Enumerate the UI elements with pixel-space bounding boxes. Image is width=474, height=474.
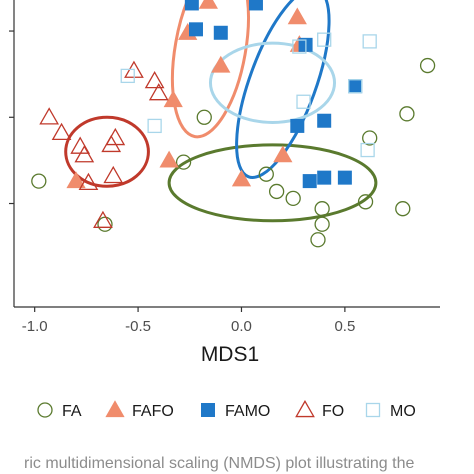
point-mo — [147, 118, 162, 134]
ellipse-fafo — [170, 0, 250, 139]
point-famo — [302, 174, 317, 189]
legend-marker-fa — [37, 402, 53, 418]
point-fafo — [159, 150, 179, 168]
point-fa — [31, 173, 47, 189]
legend-item-fo: FO — [295, 399, 344, 420]
point-famo — [348, 79, 363, 94]
point-fafo — [198, 0, 218, 9]
point-fa — [419, 57, 436, 74]
point-famo — [188, 22, 203, 37]
point-famo — [184, 0, 199, 11]
point-fo — [78, 172, 99, 191]
legend-label: MO — [390, 403, 416, 420]
point-fa — [268, 183, 285, 200]
point-famo — [337, 170, 352, 185]
plot-frame — [13, 0, 440, 308]
point-mo — [348, 79, 363, 94]
point-fo — [93, 210, 113, 228]
point-fa — [196, 109, 212, 125]
point-famo — [317, 113, 332, 128]
legend-label: FAFO — [132, 403, 174, 420]
point-fa — [175, 154, 192, 170]
ellipse-famo — [235, 0, 331, 179]
point-fafo — [273, 145, 293, 163]
x-tick-label: -1.0 — [22, 318, 48, 335]
point-fa — [314, 201, 330, 217]
confidence-ellipses — [64, 0, 378, 223]
point-mo — [360, 142, 375, 158]
point-fo — [39, 107, 60, 125]
x-axis-title: MDS1 — [201, 343, 259, 366]
legend: FA FAFO FAMO FO MO — [37, 399, 416, 420]
legend-label: FO — [322, 403, 344, 420]
x-tick-label: 0.0 — [231, 318, 252, 335]
point-mo — [292, 39, 307, 54]
x-tick-label: 0.5 — [334, 318, 355, 335]
legend-label: FAMO — [225, 403, 270, 420]
ellipse-fa — [167, 143, 378, 223]
point-famo — [248, 0, 263, 11]
point-famo — [213, 25, 228, 40]
legend-marker-mo — [365, 402, 381, 418]
point-fa — [395, 201, 411, 217]
point-fo — [103, 165, 124, 184]
point-fafo — [211, 55, 231, 73]
legend-marker-famo — [201, 403, 215, 417]
point-mo — [296, 94, 311, 109]
point-fo — [144, 71, 165, 89]
point-fa — [314, 216, 330, 232]
point-mo — [120, 68, 135, 84]
point-fo — [101, 134, 122, 153]
point-fo — [148, 83, 169, 101]
point-fo — [51, 122, 72, 141]
point-fo — [74, 145, 95, 163]
legend-item-mo: MO — [365, 402, 416, 420]
point-fa — [357, 194, 374, 210]
legend-item-fa: FA — [37, 402, 82, 420]
ellipse-mo — [208, 41, 337, 124]
y-axis-ticks — [9, 30, 14, 205]
x-tick-label: -0.5 — [125, 318, 151, 335]
point-fa — [285, 190, 301, 206]
point-mo — [317, 32, 332, 47]
point-fafo — [66, 171, 86, 189]
point-fafo — [231, 169, 252, 187]
x-axis-ticks: -1.0 -0.5 0.0 0.5 — [22, 307, 355, 335]
point-mo — [362, 34, 377, 49]
legend-marker-fo — [295, 399, 315, 418]
point-fa — [362, 130, 378, 146]
legend-label: FA — [62, 403, 82, 420]
point-fa — [399, 106, 415, 122]
point-fa — [258, 166, 274, 182]
point-famo — [290, 118, 305, 133]
point-fo — [105, 127, 126, 146]
legend-item-fafo: FAFO — [105, 400, 174, 420]
figure-caption: ric multidimensional scaling (NMDS) plot… — [24, 455, 414, 472]
point-fafo — [287, 7, 307, 25]
legend-marker-fafo — [105, 400, 125, 418]
data-points — [31, 0, 436, 248]
point-fa — [310, 232, 326, 248]
point-fafo — [163, 90, 183, 108]
ellipse-fo — [64, 115, 150, 188]
legend-item-famo: FAMO — [201, 403, 270, 420]
point-fa — [97, 216, 113, 232]
point-famo — [317, 170, 332, 185]
